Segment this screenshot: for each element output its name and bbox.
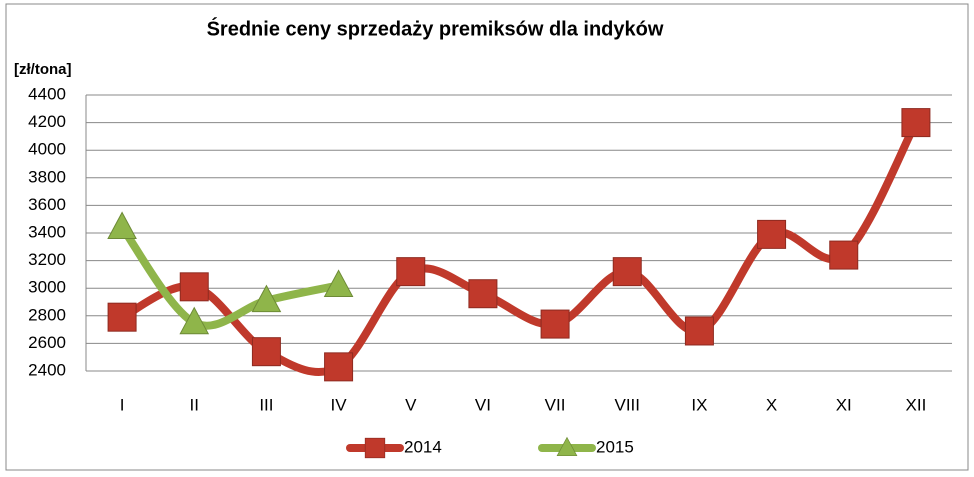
marker xyxy=(251,337,281,367)
marker xyxy=(179,306,210,335)
chart-title: Średnie ceny sprzedaży premiksów dla ind… xyxy=(207,16,664,40)
x-tick-label: I xyxy=(120,395,125,414)
x-tick-label: VII xyxy=(545,395,566,414)
y-tick-label: 2600 xyxy=(28,333,66,352)
x-tick-label: IX xyxy=(691,395,707,414)
y-tick-label: 4400 xyxy=(28,84,66,103)
x-tick-label: III xyxy=(259,395,273,414)
x-tick-label: VIII xyxy=(614,395,640,414)
marker xyxy=(323,269,354,297)
y-tick-label: 3000 xyxy=(28,278,66,297)
legend-label: 2014 xyxy=(404,437,442,456)
marker xyxy=(107,302,137,332)
y-tick-label: 4200 xyxy=(28,112,66,131)
y-tick-label: 3800 xyxy=(28,167,66,186)
chart-frame xyxy=(5,3,969,471)
x-tick-label: XI xyxy=(836,395,852,414)
marker xyxy=(540,309,570,339)
marker xyxy=(179,272,209,302)
marker xyxy=(684,316,714,346)
marker xyxy=(251,284,282,313)
y-tick-label: 2400 xyxy=(28,360,66,379)
x-tick-label: II xyxy=(190,395,199,414)
x-tick-label: V xyxy=(405,395,417,414)
marker xyxy=(324,352,354,382)
marker xyxy=(556,436,578,457)
marker xyxy=(757,219,787,249)
marker xyxy=(901,108,931,138)
marker xyxy=(829,240,859,270)
x-tick-label: IV xyxy=(331,395,348,414)
x-tick-label: XII xyxy=(906,395,927,414)
series-line xyxy=(118,223,343,330)
y-tick-label: 2800 xyxy=(28,305,66,324)
marker xyxy=(396,257,426,287)
y-tick-label: 3600 xyxy=(28,195,66,214)
marker xyxy=(107,211,137,239)
x-tick-label: X xyxy=(766,395,777,414)
legend-label: 2015 xyxy=(596,437,634,456)
y-tick-label: 3400 xyxy=(28,222,66,241)
y-tick-label: 4000 xyxy=(28,140,66,159)
x-tick-label: VI xyxy=(475,395,491,414)
marker xyxy=(364,437,386,459)
marker xyxy=(612,257,642,287)
y-axis-label: [zł/tona] xyxy=(14,61,72,78)
y-tick-label: 3200 xyxy=(28,250,66,269)
marker xyxy=(468,279,498,309)
